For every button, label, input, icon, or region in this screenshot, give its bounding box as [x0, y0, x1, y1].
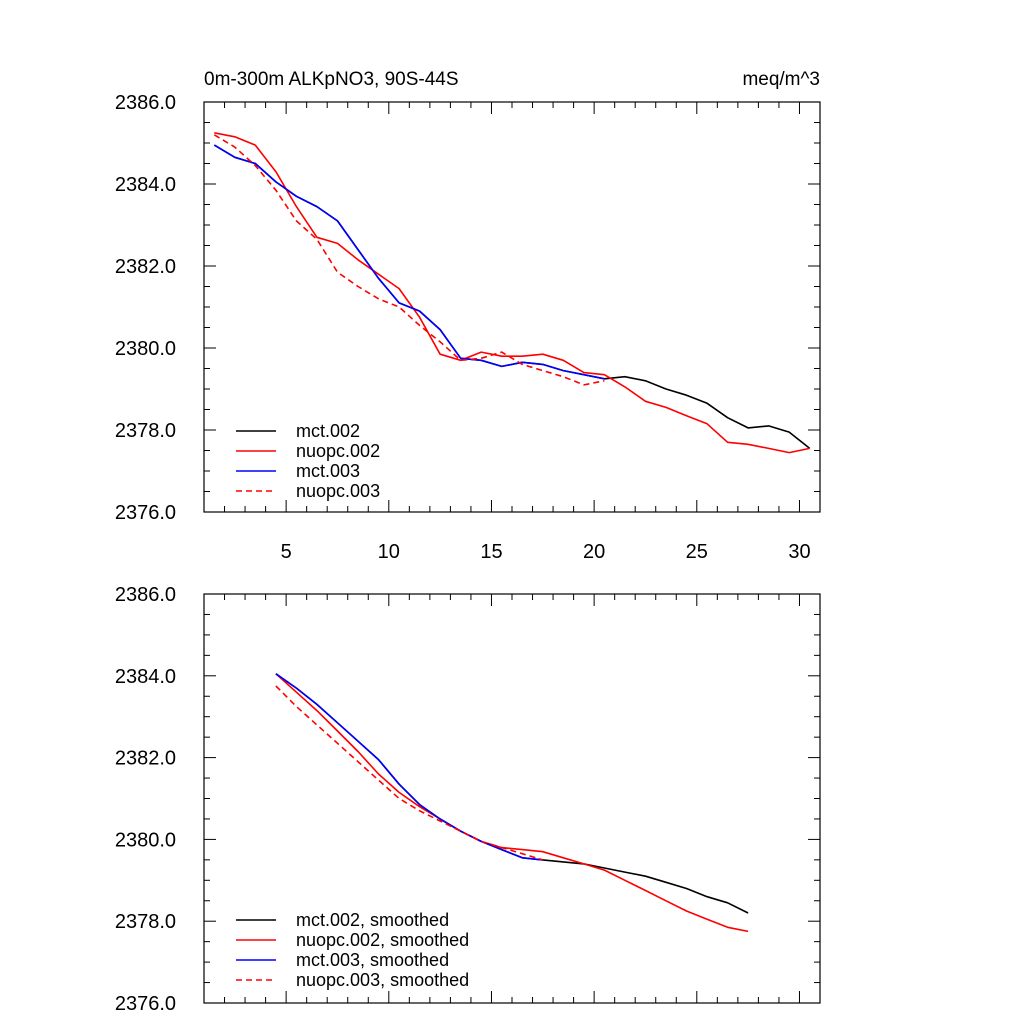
series-line-mct-002: [213, 144, 811, 450]
series-line-mct-003: [213, 144, 605, 380]
legend-label: nuopc.003: [296, 481, 380, 501]
chart-title-right: meq/m^3: [742, 69, 820, 90]
y-tick-label: 2386.0: [115, 584, 176, 606]
series-line-nuopc-002: [214, 132, 810, 454]
legend-label: nuopc.002, smoothed: [296, 930, 469, 950]
y-tick-label: 2384.0: [115, 666, 176, 688]
x-tick-label: 15: [480, 541, 502, 563]
y-tick-label: 2380.0: [115, 338, 176, 360]
y-tick-label: 2376.0: [115, 502, 176, 524]
x-tick-label: 5: [281, 541, 292, 563]
x-tick-label: 25: [686, 541, 708, 563]
y-tick-label: 2382.0: [115, 748, 176, 770]
y-tick-label: 2386.0: [115, 92, 176, 114]
y-tick-label: 2384.0: [115, 174, 176, 196]
series-line-mct-003-smoothed: [275, 673, 543, 861]
bottom-panel: 2376.0 2378.0 2380.0 2382.0 2384.0 2386.0 mct.…: [115, 584, 821, 1015]
y-tick-label: 2378.0: [115, 911, 176, 933]
x-tick-label: 30: [788, 541, 810, 563]
legend-label: mct.003: [296, 461, 360, 481]
series-line-nuopc-003-smoothed: [275, 685, 544, 861]
y-tick-label: 2378.0: [115, 420, 176, 442]
legend-label: nuopc.003, smoothed: [296, 970, 469, 990]
series-line-mct-002-smoothed: [275, 673, 749, 914]
y-tick-label: 2380.0: [115, 829, 176, 851]
legend-label: mct.002, smoothed: [296, 910, 449, 930]
series-line-nuopc-002-smoothed: [275, 673, 749, 933]
x-tick-label: 10: [378, 541, 400, 563]
legend-label: nuopc.002: [296, 441, 380, 461]
x-tick-label: 20: [583, 541, 605, 563]
legend-label: mct.002: [296, 421, 360, 441]
y-tick-label: 2382.0: [115, 256, 176, 278]
legend-label: mct.003, smoothed: [296, 950, 449, 970]
series-line-nuopc-003: [213, 134, 605, 386]
chart-title-left: 0m-300m ALKpNO3, 90S-44S: [204, 69, 459, 90]
top-panel: 2376.0 2378.0 2380.0 2382.0 2384.0 2386.0 5 10 1…: [115, 92, 821, 563]
y-tick-label: 2376.0: [115, 993, 176, 1015]
